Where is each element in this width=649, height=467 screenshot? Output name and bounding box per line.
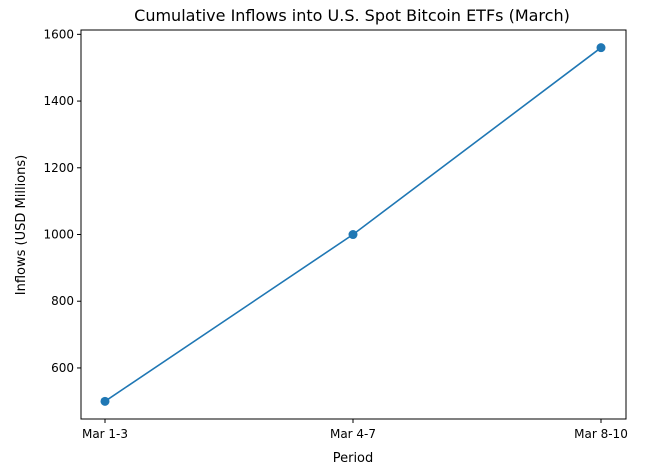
y-tick-label: 600 (51, 361, 74, 375)
data-point (596, 43, 606, 53)
y-tick-label: 1600 (43, 27, 74, 41)
y-axis-label: Inflows (USD Millions) (14, 155, 29, 295)
x-tick-label: Mar 1-3 (82, 427, 128, 441)
y-axis-ticks: 600 800 1000 1200 1400 1600 (43, 27, 81, 375)
series-group (100, 43, 606, 406)
x-axis-ticks: Mar 1-3 Mar 4-7 Mar 8-10 (82, 419, 628, 441)
chart-title: Cumulative Inflows into U.S. Spot Bitcoi… (134, 6, 570, 25)
x-axis-label: Period (333, 451, 374, 466)
y-tick-label: 1200 (43, 161, 74, 175)
y-tick-label: 800 (51, 294, 74, 308)
x-tick-label: Mar 4-7 (330, 427, 376, 441)
y-tick-label: 1000 (43, 228, 74, 242)
y-tick-label: 1400 (43, 94, 74, 108)
data-point (100, 396, 110, 406)
series-line (104, 47, 602, 402)
data-point (348, 230, 358, 240)
plot-frame (80, 29, 627, 420)
x-tick-label: Mar 8-10 (574, 427, 628, 441)
